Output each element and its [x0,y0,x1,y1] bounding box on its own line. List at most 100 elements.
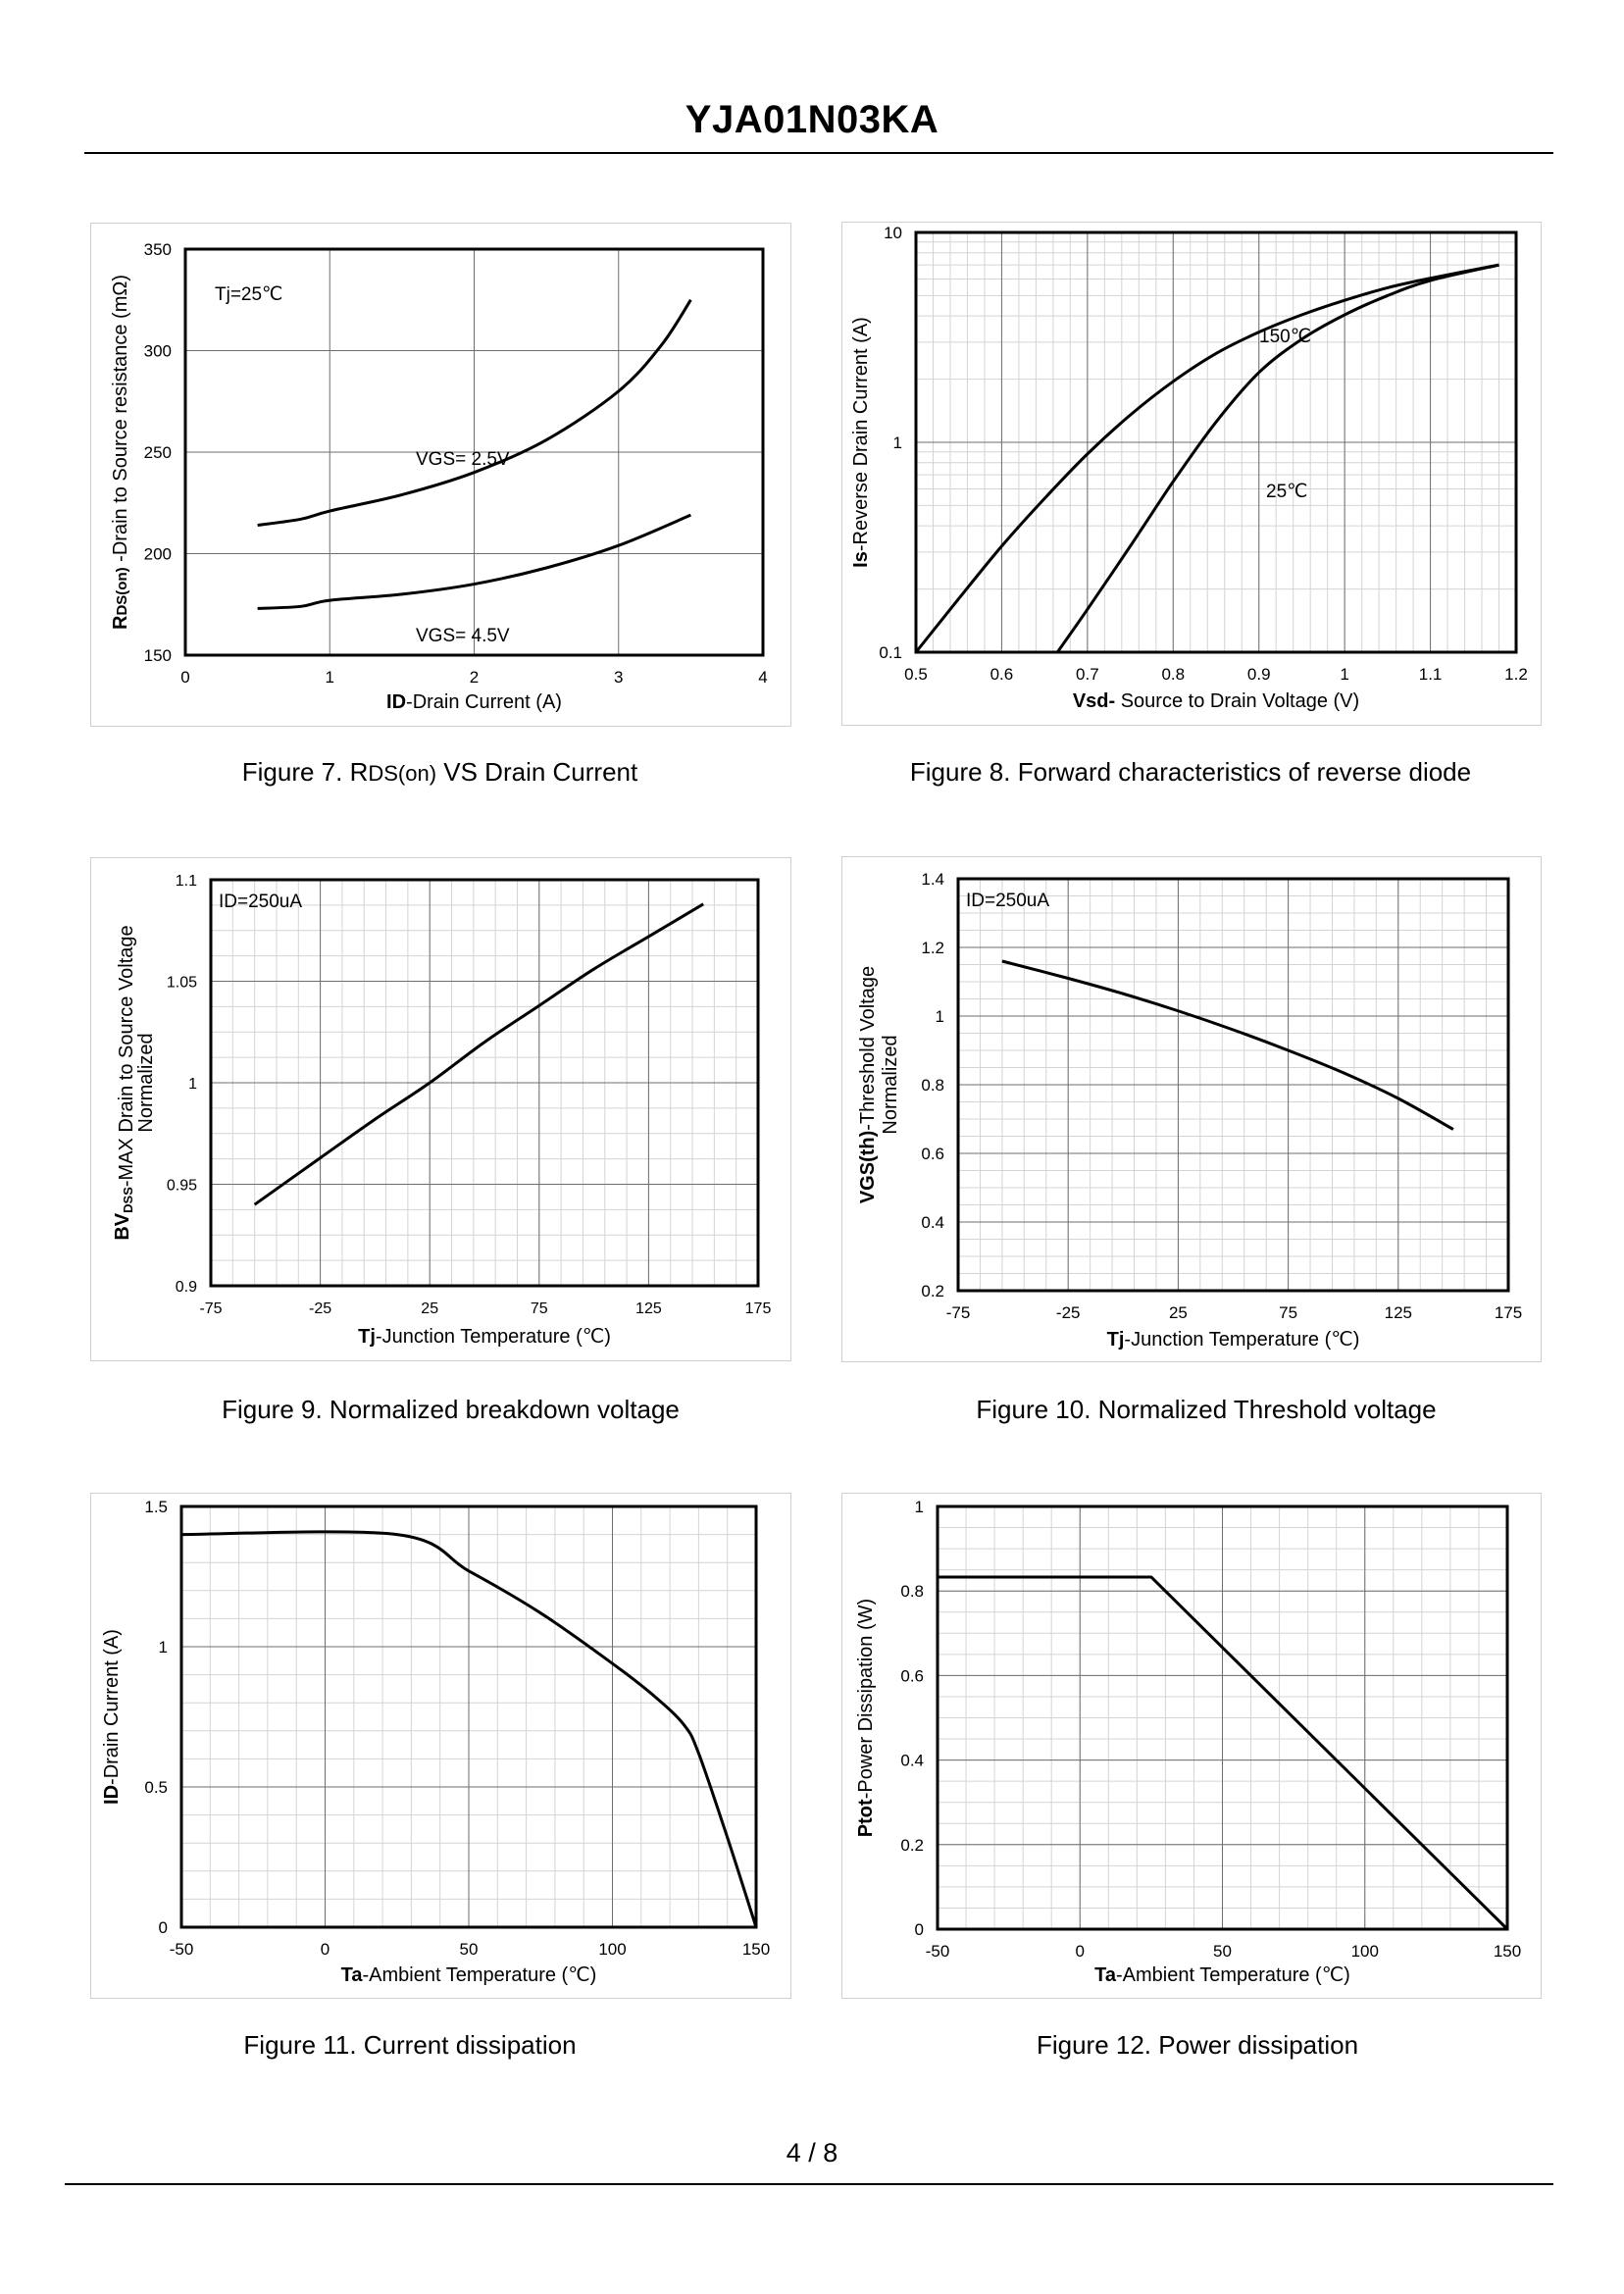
series-line-1 [914,263,1499,653]
figure-11-panel: -50 0 50 100 150 0 0.5 1 1.5 Ta-Ambient Temperatu… [90,1493,791,1999]
x-tick-label: 3 [614,668,623,687]
series-line-1 [257,298,692,528]
y-tick-label: 0.5 [144,1778,168,1797]
figure-10-caption: Figure 10. Normalized Threshold voltage [976,1395,1437,1424]
x-tick-label: 1 [326,668,334,687]
x-tick-label: 0.5 [904,665,928,684]
y-axis-label: BVDSS-MAX Drain to Source Voltage [112,925,137,1240]
y-tick-label: 1.4 [921,870,944,889]
y-axis-label: RDS(on) -Drain to Source resistance (mΩ) [110,275,131,630]
y-tick-label: 0.9 [176,1279,197,1296]
series-line-1 [180,1530,758,1928]
figure-8-chart: 0.5 0.6 0.7 0.8 0.9 1 1.1 1.2 0.1 1 10 Vsd- Source … [850,224,1528,712]
y-tick-label: 1 [915,1498,924,1516]
y-tick-label: 0.1 [879,643,902,662]
figure-7-chart: 0 1 2 3 4 150 200 250 300 350 ID-Drain Current (A)… [110,240,768,713]
y-axis-label-line2: Normalized [135,1033,157,1132]
x-axis-label: Ta-Ambient Temperature (℃) [341,1964,597,1986]
x-axis-label: Ta-Ambient Temperature (℃) [1094,1964,1350,1986]
figure-9-caption: Figure 9. Normalized breakdown voltage [222,1395,680,1424]
y-tick-label: 1.2 [921,939,944,957]
figure-7-panel: 0 1 2 3 4 150 200 250 300 350 ID-Drain Current (A)… [90,223,791,727]
x-tick-label: -75 [199,1300,222,1317]
y-tick-label: 200 [144,545,172,564]
y-tick-label: 0.8 [900,1582,924,1601]
y-tick-label: 0.4 [921,1213,944,1232]
page-title: YJA01N03KA [685,98,939,141]
x-tick-label: 50 [460,1940,479,1959]
x-tick-label: 100 [1351,1942,1379,1961]
x-tick-label: 175 [1495,1303,1522,1322]
x-tick-label: 0.7 [1076,665,1099,684]
condition-annotation: ID=250uA [219,892,302,912]
x-tick-label: -75 [946,1303,971,1322]
x-tick-label: 4 [758,668,767,687]
series-label: VGS= 2.5V [416,449,510,470]
y-axis-label: Ptot-Power Dissipation (W) [855,1599,877,1837]
x-axis-label: Tj-Junction Temperature (℃) [358,1326,611,1348]
x-tick-label: -50 [926,1942,950,1961]
fig12-grid [937,1505,1508,1930]
x-tick-label: 150 [1494,1942,1521,1961]
page-number: 4 / 8 [786,2138,838,2167]
x-tick-label: 0.9 [1247,665,1271,684]
series-line-1 [1001,959,1454,1131]
figure-10-panel: -75 -25 25 75 125 175 0.2 0.4 0.6 0.8 1 1.2 1.4 Tj-Ju… [841,856,1542,1362]
x-tick-label: 1.1 [1419,665,1443,684]
footer-rule [65,2183,1553,2185]
y-tick-label: 300 [144,342,172,361]
fig8-plot-frame [914,230,1518,654]
y-tick-label: 0.8 [921,1076,944,1095]
header-rule [84,152,1553,154]
x-tick-label: 2 [470,668,479,687]
y-tick-label: 250 [144,443,172,462]
figure-9-chart: -75 -25 25 75 125 175 0.9 0.95 1 1.05 1.1 Tj-Juncti… [112,873,772,1348]
fig9-plot-frame [209,878,760,1288]
y-tick-label: 1.05 [167,975,197,992]
x-tick-label: 50 [1213,1942,1232,1961]
x-tick-label: 0 [180,668,189,687]
y-tick-label: 1.5 [144,1498,168,1516]
y-tick-label: 0 [159,1918,168,1937]
figure-12-panel: -50 0 50 100 150 0 0.2 0.4 0.6 0.8 1 Ta-Ambient Tem… [841,1493,1542,1999]
fig9-grid [210,879,759,1287]
figure-8-caption: Figure 8. Forward characteristics of rev… [909,757,1472,787]
x-tick-label: 0.8 [1161,665,1185,684]
y-axis-label-line2: Normalized [880,1035,901,1134]
y-tick-label: 1 [936,1007,944,1026]
y-tick-label: 150 [144,646,172,665]
x-tick-label: 175 [745,1300,772,1317]
figure-7-caption-prefix: Figure 7. R [241,757,369,787]
fig11-plot-frame [179,1504,758,1929]
x-tick-label: 125 [1385,1303,1412,1322]
condition-annotation: ID=250uA [966,891,1049,911]
figure-7-caption-sub: DS(on) [368,761,437,786]
y-tick-label: 0 [915,1920,924,1939]
x-tick-label: -50 [170,1940,194,1959]
fig8-grid [915,231,1517,653]
series-line-2 [257,513,691,610]
y-tick-label: 1.1 [176,873,197,890]
fig10-plot-frame [956,877,1510,1293]
x-tick-label: 125 [635,1300,662,1317]
x-tick-label: 25 [421,1300,438,1317]
figure-8-panel: 0.5 0.6 0.7 0.8 0.9 1 1.1 1.2 0.1 1 10 Vsd- Source … [841,222,1542,726]
x-tick-label: 0 [321,1940,330,1959]
y-tick-label: 1 [188,1076,197,1093]
x-tick-label: 25 [1169,1303,1188,1322]
y-tick-label: 0.2 [921,1282,944,1300]
condition-annotation: Tj=25℃ [215,284,282,305]
x-tick-label: 1.2 [1504,665,1528,684]
fig12-plot-frame [936,1504,1509,1931]
x-tick-label: 75 [1279,1303,1297,1322]
x-tick-label: 0.6 [990,665,1014,684]
y-axis-label: Is-Reverse Drain Current (A) [850,317,872,568]
series-line-2 [1056,263,1499,653]
x-tick-label: -25 [1056,1303,1081,1322]
figure-12-caption: Figure 12. Power dissipation [1036,2030,1359,2060]
fig7-plot-frame [183,247,765,657]
fig10-grid [957,878,1509,1292]
y-tick-label: 0.6 [921,1145,944,1163]
